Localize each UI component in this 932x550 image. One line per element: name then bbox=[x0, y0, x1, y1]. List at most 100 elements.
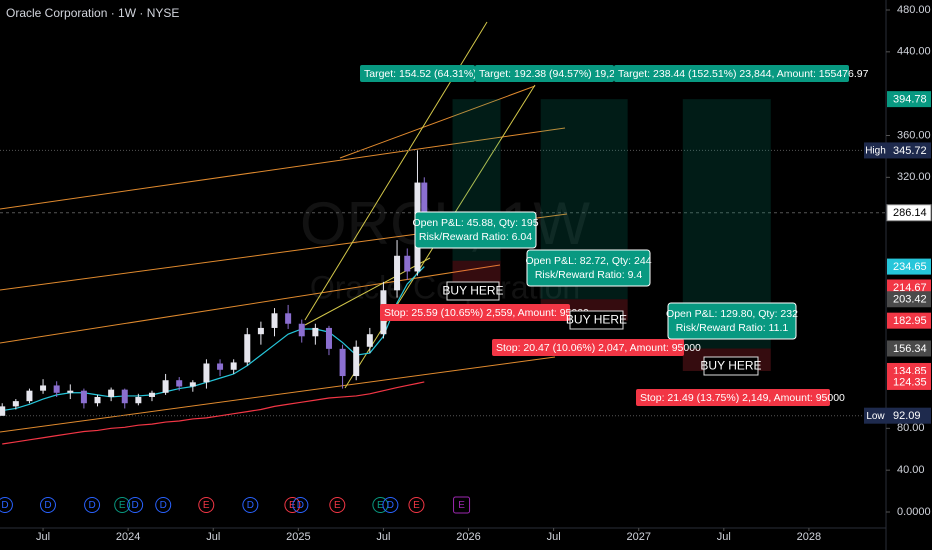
price-tag-label: 234.65 bbox=[893, 261, 927, 273]
event-label: D bbox=[1, 500, 8, 511]
moving-average bbox=[2, 266, 425, 412]
y-tick-label: 40.00 bbox=[897, 464, 925, 476]
candle-body bbox=[189, 382, 196, 387]
target-label-box bbox=[360, 65, 475, 82]
price-tag-label: 92.09 bbox=[893, 410, 921, 422]
candle-body bbox=[257, 327, 264, 335]
pnl-box bbox=[667, 302, 797, 340]
candle-body bbox=[135, 396, 142, 404]
stop-label-box bbox=[380, 304, 570, 321]
event-marker bbox=[382, 497, 399, 513]
event-label: D bbox=[44, 500, 51, 511]
event-marker bbox=[127, 497, 144, 513]
price-tag bbox=[887, 291, 931, 308]
candle-body bbox=[271, 313, 278, 328]
event-label: E bbox=[203, 500, 210, 511]
pnl-label: Open P&L: 45.88, Qty: 195 bbox=[412, 217, 538, 229]
event-label: D bbox=[160, 500, 167, 511]
price-tag-label: 214.67 bbox=[893, 282, 927, 294]
event-marker bbox=[242, 497, 259, 513]
moving-average bbox=[2, 381, 425, 445]
candle-body bbox=[285, 313, 292, 324]
price-tag bbox=[887, 373, 931, 390]
x-tick-label: Jul bbox=[717, 531, 731, 543]
y-tick-label: 320.00 bbox=[897, 171, 931, 183]
event-marker bbox=[453, 496, 471, 514]
buy-label-box bbox=[569, 310, 624, 330]
buy-label-box bbox=[446, 281, 500, 301]
header-title: Oracle Corporation · 1W · NYSE bbox=[6, 6, 179, 20]
price-tag-label: 345.72 bbox=[893, 145, 927, 157]
candle-body bbox=[244, 334, 251, 363]
y-tick-label: 360.00 bbox=[897, 129, 931, 141]
event-marker bbox=[284, 497, 301, 513]
candle-body bbox=[67, 390, 74, 393]
price-tag bbox=[887, 312, 931, 329]
candle-body bbox=[230, 362, 237, 370]
ratio-label: Risk/Reward Ratio: 6.04 bbox=[419, 231, 532, 243]
buy-label: BUY HERE bbox=[700, 359, 761, 373]
candle-body bbox=[162, 380, 169, 393]
pnl-box bbox=[526, 249, 651, 287]
x-tick-label: Jul bbox=[547, 531, 561, 543]
channel-line bbox=[0, 264, 501, 344]
stop-label: Stop: 25.59 (10.65%) 2,559, Amount: 9500… bbox=[384, 307, 589, 319]
x-tick-label: Jul bbox=[36, 531, 50, 543]
event-marker bbox=[39, 497, 56, 513]
x-tick-label: Jul bbox=[376, 531, 390, 543]
price-tag-label: 286.14 bbox=[893, 207, 927, 219]
price-tag bbox=[887, 407, 931, 424]
y-tick-label: 0.0000 bbox=[897, 506, 931, 518]
price-tag-label: 124.35 bbox=[893, 376, 927, 388]
channel-line bbox=[0, 356, 556, 433]
price-tag bbox=[887, 142, 931, 159]
candle-body bbox=[325, 327, 332, 349]
candle-body bbox=[80, 390, 87, 404]
target-label: Target: 238.44 (152.51%) 23,844, Amount:… bbox=[618, 68, 869, 80]
price-tag-label: 394.78 bbox=[893, 94, 927, 106]
stop-label: Stop: 20.47 (10.06%) 2,047, Amount: 9500… bbox=[496, 342, 701, 354]
target-label: Target: 192.38 (94.57%) 19,238, bbox=[479, 68, 630, 80]
event-label: D bbox=[387, 500, 394, 511]
candle-body bbox=[176, 380, 183, 387]
target-label: Target: 154.52 (64.31%) 1! bbox=[364, 68, 488, 80]
event-marker bbox=[329, 497, 346, 513]
price-tag-title-box bbox=[864, 407, 887, 424]
event-label: D bbox=[247, 500, 254, 511]
x-tick-label: 2027 bbox=[626, 531, 650, 543]
x-tick-label: 2026 bbox=[456, 531, 480, 543]
y-tick-label: 480.00 bbox=[897, 4, 931, 16]
candle-body bbox=[0, 406, 6, 416]
candle-body bbox=[12, 401, 19, 407]
candle-body bbox=[108, 389, 115, 397]
channel-line bbox=[339, 85, 536, 159]
candle-body bbox=[121, 389, 128, 404]
candle-body bbox=[394, 255, 401, 291]
x-tick-label: Jul bbox=[206, 531, 220, 543]
pnl-box bbox=[414, 211, 537, 249]
price-tag-label: 203.42 bbox=[893, 294, 927, 306]
buy-label: BUY HERE bbox=[442, 284, 503, 298]
candle-body bbox=[312, 327, 319, 337]
candle-body bbox=[404, 255, 411, 272]
event-marker bbox=[155, 497, 172, 513]
x-tick-label: 2025 bbox=[286, 531, 310, 543]
event-label: E bbox=[334, 500, 341, 511]
price-tag bbox=[887, 340, 931, 357]
price-tag-title-box bbox=[864, 142, 887, 159]
price-tag-title: High bbox=[865, 146, 886, 157]
stop-label-box bbox=[636, 389, 830, 406]
event-marker bbox=[84, 497, 101, 513]
target-label-box bbox=[475, 65, 614, 82]
pnl-label: Open P&L: 129.80, Qty: 232 bbox=[666, 308, 798, 320]
candle-body bbox=[298, 323, 305, 337]
candle-body bbox=[40, 385, 47, 391]
ratio-label: Risk/Reward Ratio: 9.4 bbox=[535, 269, 643, 281]
event-label: E bbox=[377, 500, 384, 511]
event-marker bbox=[408, 497, 425, 513]
event-label: D bbox=[88, 500, 95, 511]
stop-label-box bbox=[492, 339, 684, 356]
buy-label: BUY HERE bbox=[566, 313, 627, 327]
